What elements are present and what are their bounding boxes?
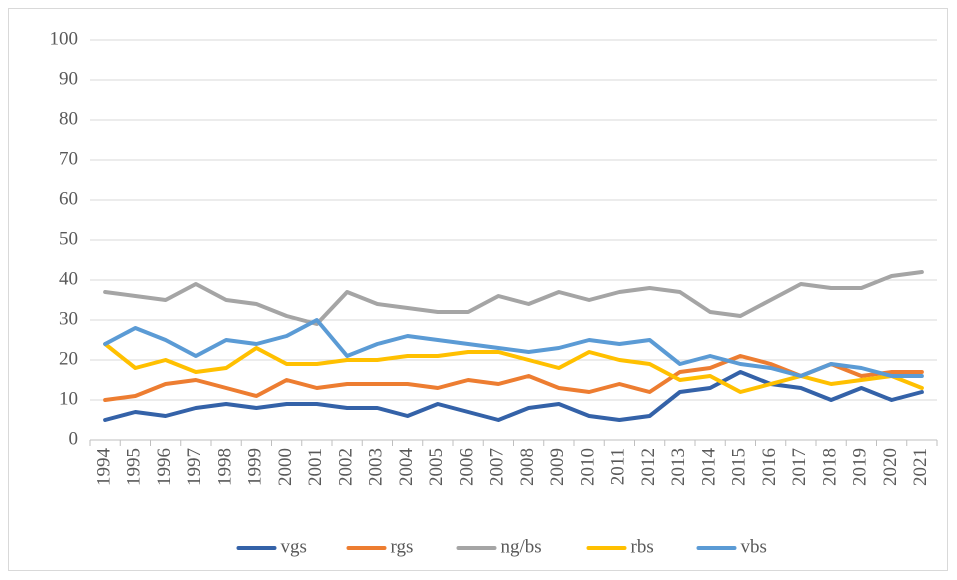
x-tick-label: 2015 xyxy=(729,448,750,486)
x-tick-label: 2003 xyxy=(366,448,387,486)
x-tick-label: 2020 xyxy=(880,448,901,486)
legend-label: ng/bs xyxy=(501,536,542,557)
x-tick-label: 2004 xyxy=(396,448,417,487)
y-tick-label: 20 xyxy=(59,348,78,369)
x-tick-label: 2011 xyxy=(608,448,629,485)
y-tick-label: 50 xyxy=(59,228,78,249)
x-tick-label: 2018 xyxy=(819,448,840,486)
x-tick-label: 2012 xyxy=(638,448,659,486)
series-line xyxy=(103,270,924,326)
x-tick-label: 1999 xyxy=(245,448,266,486)
series-line xyxy=(103,370,924,422)
legend-label: vbs xyxy=(741,536,767,557)
x-tick-label: 2014 xyxy=(698,448,719,487)
y-tick-label: 90 xyxy=(59,68,78,89)
x-tick-label: 1995 xyxy=(124,448,145,486)
y-tick-label: 100 xyxy=(50,28,79,49)
x-tick-label: 2019 xyxy=(850,448,871,486)
y-tick-label: 0 xyxy=(69,428,79,449)
legend-label: rbs xyxy=(631,536,654,557)
x-tick-label: 2002 xyxy=(335,448,356,486)
x-tick-label: 1997 xyxy=(184,448,205,486)
series-line xyxy=(103,318,924,378)
x-tick-label: 2017 xyxy=(789,448,810,486)
x-tick-label: 2005 xyxy=(426,448,447,486)
x-tick-label: 1998 xyxy=(214,448,235,486)
x-tick-label: 2008 xyxy=(517,448,538,486)
x-tick-label: 2001 xyxy=(305,448,326,486)
x-tick-label: 2000 xyxy=(275,448,296,486)
x-tick-label: 2021 xyxy=(910,448,931,486)
y-tick-label: 40 xyxy=(59,268,78,289)
x-tick-label: 2016 xyxy=(759,448,780,486)
x-tick-label: 1996 xyxy=(154,448,175,486)
y-tick-label: 80 xyxy=(59,108,78,129)
x-tick-label: 2010 xyxy=(577,448,598,486)
x-tick-label: 2009 xyxy=(547,448,568,486)
legend-label: vgs xyxy=(281,536,307,557)
y-tick-label: 10 xyxy=(59,388,78,409)
x-tick-label: 2006 xyxy=(456,448,477,486)
series-line xyxy=(103,342,924,394)
legend-label: rgs xyxy=(391,536,414,557)
y-tick-label: 30 xyxy=(59,308,78,329)
y-tick-label: 70 xyxy=(59,148,78,169)
x-tick-label: 2013 xyxy=(668,448,689,486)
x-tick-label: 2007 xyxy=(487,448,508,486)
y-tick-label: 60 xyxy=(59,188,78,209)
x-tick-label: 1994 xyxy=(93,448,114,487)
